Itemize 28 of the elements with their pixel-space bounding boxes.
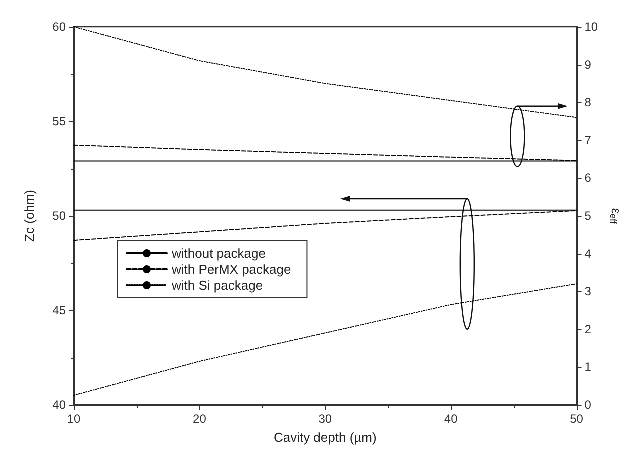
x-tick-label: 40 xyxy=(444,412,458,426)
y2-tick-label: 5 xyxy=(584,209,592,223)
y-tick-label: 50 xyxy=(52,209,66,223)
y2-tick-label: 1 xyxy=(584,360,592,374)
x-tick-label: 50 xyxy=(570,412,584,426)
y2-tick-label: 10 xyxy=(584,20,598,34)
y-tick-label: 40 xyxy=(52,398,66,412)
x-tick-label: 30 xyxy=(318,412,332,426)
y2-tick-label: 4 xyxy=(584,246,592,261)
y2-tick-label: 2 xyxy=(584,322,592,336)
line-series xyxy=(74,26,578,118)
y-tick-label: 55 xyxy=(52,114,66,128)
y2-tick-label: 7 xyxy=(584,133,592,148)
y2-axis-title: εeff xyxy=(608,208,624,224)
x-tick-label: 20 xyxy=(193,412,207,426)
y-axis-title: Zc (ohm) xyxy=(22,190,37,242)
legend-label: with Si package xyxy=(171,278,264,293)
y2-tick-label: 8 xyxy=(584,96,592,110)
y2-tick-label: 3 xyxy=(584,284,592,299)
x-tick-label: 10 xyxy=(67,412,81,426)
legend-label: without package xyxy=(171,246,266,261)
legend-label: with PerMX package xyxy=(171,262,292,277)
y2-tick-label: 6 xyxy=(584,171,592,186)
y-tick-label: 45 xyxy=(52,304,66,318)
y2-tick-label: 9 xyxy=(584,58,592,72)
y2-tick-label: 0 xyxy=(584,398,592,412)
x-axis-title: Cavity depth (µm) xyxy=(274,430,377,445)
y-tick-label: 60 xyxy=(52,20,66,34)
